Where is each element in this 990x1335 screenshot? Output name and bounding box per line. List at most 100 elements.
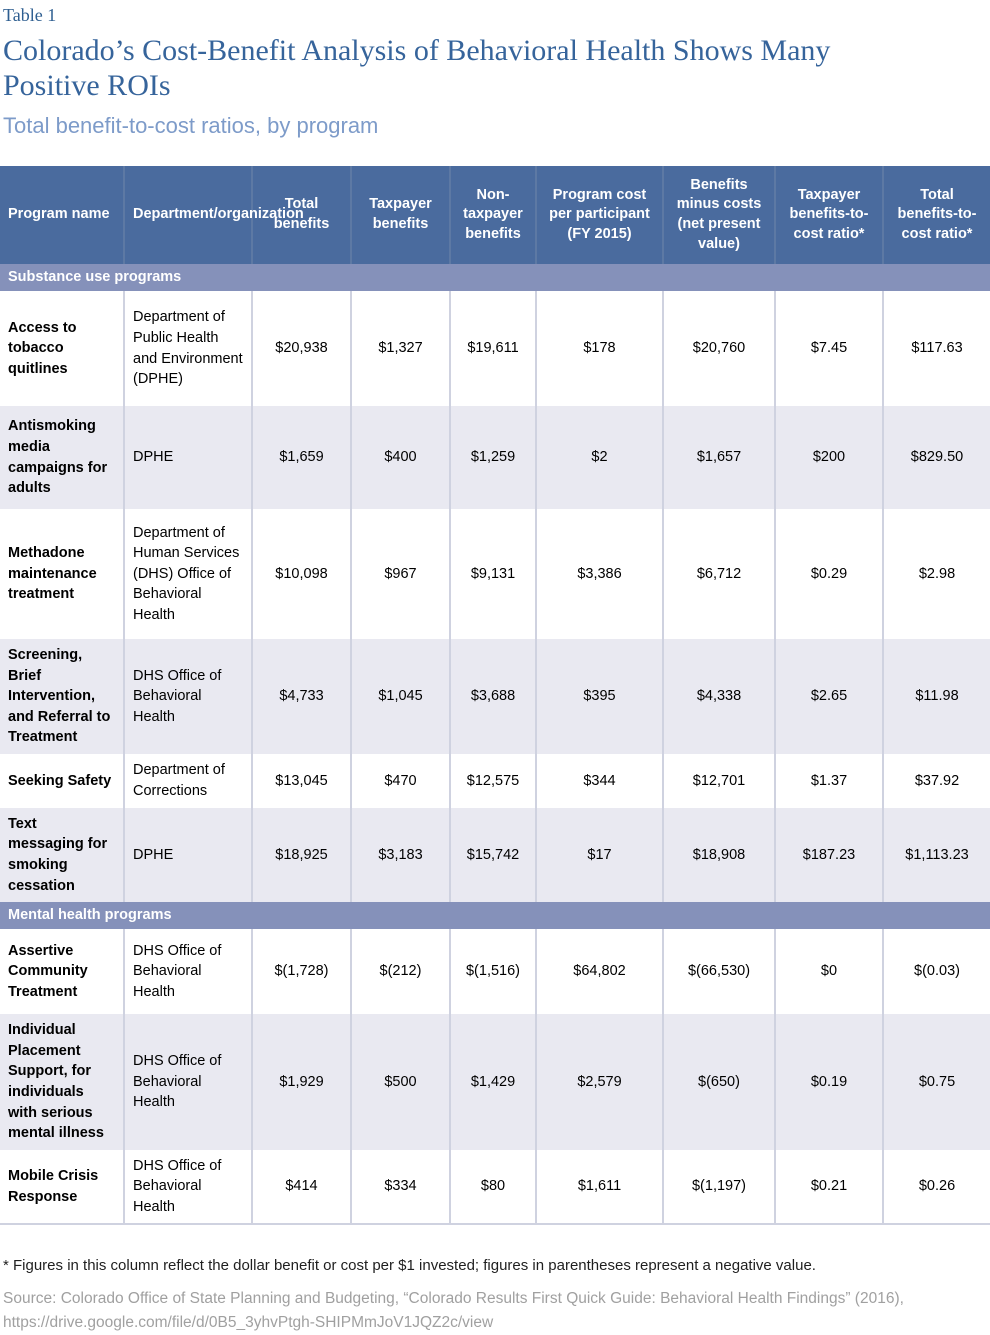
col-header-benefits-minus-costs: Benefits minus costs (net present value) <box>663 166 776 264</box>
value-cell: $3,386 <box>536 509 664 639</box>
value-cell: $2.65 <box>775 639 884 754</box>
col-header-program-name: Program name <box>0 166 125 264</box>
value-cell: $500 <box>351 1014 451 1150</box>
header-block: Table 1 Colorado’s Cost-Benefit Analysis… <box>0 0 990 139</box>
value-cell: $178 <box>536 291 664 406</box>
table-row: Screening, Brief Intervention, and Refer… <box>0 639 990 754</box>
value-cell: $17 <box>536 807 664 903</box>
value-cell: $(1,728) <box>252 929 352 1015</box>
table-row: Text messaging for smoking cessation DPH… <box>0 807 990 903</box>
col-header-taxpayer-benefits: Taxpayer benefits <box>351 166 451 264</box>
value-cell: $7.45 <box>775 291 884 406</box>
section-label: Mental health programs <box>0 902 990 930</box>
value-cell: $64,802 <box>536 929 664 1015</box>
value-cell: $1,929 <box>252 1014 352 1150</box>
table-eyebrow: Table 1 <box>3 5 57 25</box>
col-header-program-cost: Program cost per participant (FY 2015) <box>536 166 664 264</box>
program-name-cell: Assertive Community Treatment <box>0 929 125 1015</box>
value-cell: $(650) <box>663 1014 776 1150</box>
program-name-cell: Individual Placement Support, for indivi… <box>0 1014 125 1150</box>
value-cell: $20,760 <box>663 291 776 406</box>
col-header-taxpayer-ratio: Taxpayer benefits-to-cost ratio* <box>775 166 884 264</box>
department-cell: DHS Office of Behavioral Health <box>124 1014 253 1150</box>
value-cell: $187.23 <box>775 807 884 903</box>
value-cell: $470 <box>351 753 451 808</box>
value-cell: $414 <box>252 1149 352 1225</box>
program-name-cell: Seeking Safety <box>0 753 125 808</box>
value-cell: $15,742 <box>450 807 537 903</box>
section-label: Substance use programs <box>0 264 990 291</box>
value-cell: $9,131 <box>450 509 537 639</box>
table-row: Access to tobacco quitlines Department o… <box>0 291 990 406</box>
value-cell: $967 <box>351 509 451 639</box>
source-note: Source: Colorado Office of State Plannin… <box>3 1287 990 1335</box>
value-cell: $1,327 <box>351 291 451 406</box>
section-header-substance-use: Substance use programs <box>0 264 990 291</box>
department-cell: DHS Office of Behavioral Health <box>124 639 253 754</box>
program-name-cell: Antismoking media campaigns for adults <box>0 406 125 509</box>
value-cell: $0.19 <box>775 1014 884 1150</box>
value-cell: $12,575 <box>450 753 537 808</box>
value-cell: $18,908 <box>663 807 776 903</box>
value-cell: $1.37 <box>775 753 884 808</box>
program-name-cell: Mobile Crisis Response <box>0 1149 125 1225</box>
program-name-cell: Methadone maintenance treatment <box>0 509 125 639</box>
value-cell: $334 <box>351 1149 451 1225</box>
value-cell: $1,113.23 <box>883 807 990 903</box>
department-cell: DHS Office of Behavioral Health <box>124 929 253 1015</box>
value-cell: $1,045 <box>351 639 451 754</box>
value-cell: $0.75 <box>883 1014 990 1150</box>
value-cell: $6,712 <box>663 509 776 639</box>
department-cell: DPHE <box>124 807 253 903</box>
col-header-total-ratio: Total benefits-to-cost ratio* <box>883 166 990 264</box>
value-cell: $0.21 <box>775 1149 884 1225</box>
value-cell: $829.50 <box>883 406 990 509</box>
col-header-department: Department/organization <box>124 166 304 264</box>
value-cell: $2.98 <box>883 509 990 639</box>
col-header-nontaxpayer-benefits: Non-taxpayer benefits <box>450 166 537 264</box>
value-cell: $2 <box>536 406 664 509</box>
value-cell: $1,611 <box>536 1149 664 1225</box>
program-name-cell: Access to tobacco quitlines <box>0 291 125 406</box>
department-cell: Department of Corrections <box>124 753 253 808</box>
value-cell: $12,701 <box>663 753 776 808</box>
value-cell: $19,611 <box>450 291 537 406</box>
value-cell: $1,259 <box>450 406 537 509</box>
value-cell: $1,429 <box>450 1014 537 1150</box>
value-cell: $344 <box>536 753 664 808</box>
value-cell: $4,733 <box>252 639 352 754</box>
value-cell: $10,098 <box>252 509 352 639</box>
table-row: Antismoking media campaigns for adults D… <box>0 406 990 509</box>
value-cell: $80 <box>450 1149 537 1225</box>
value-cell: $(1,516) <box>450 929 537 1015</box>
value-cell: $117.63 <box>883 291 990 406</box>
page-title: Colorado’s Cost-Benefit Analysis of Beha… <box>3 34 831 102</box>
value-cell: $0.26 <box>883 1149 990 1225</box>
value-cell: $(1,197) <box>663 1149 776 1225</box>
department-cell: Department of Public Health and Environm… <box>124 291 253 406</box>
program-name-cell: Text messaging for smoking cessation <box>0 807 125 903</box>
value-cell: $18,925 <box>252 807 352 903</box>
department-cell: DPHE <box>124 406 253 509</box>
value-cell: $13,045 <box>252 753 352 808</box>
table-row: Seeking Safety Department of Corrections… <box>0 753 990 808</box>
value-cell: $4,338 <box>663 639 776 754</box>
table-row: Assertive Community Treatment DHS Office… <box>0 929 990 1015</box>
value-cell: $3,688 <box>450 639 537 754</box>
value-cell: $1,657 <box>663 406 776 509</box>
value-cell: $(0.03) <box>883 929 990 1015</box>
table-row: Individual Placement Support, for indivi… <box>0 1014 990 1150</box>
department-cell: DHS Office of Behavioral Health <box>124 1149 253 1225</box>
table-row: Mobile Crisis Response DHS Office of Beh… <box>0 1149 990 1225</box>
value-cell: $1,659 <box>252 406 352 509</box>
value-cell: $(212) <box>351 929 451 1015</box>
value-cell: $3,183 <box>351 807 451 903</box>
value-cell: $0.29 <box>775 509 884 639</box>
value-cell: $11.98 <box>883 639 990 754</box>
header-row: Program name Department/organization Tot… <box>0 166 990 264</box>
col-header-total-benefits: Total benefits <box>252 166 352 264</box>
source-text: Source: Colorado Office of State Plannin… <box>3 1290 904 1308</box>
value-cell: $37.92 <box>883 753 990 808</box>
value-cell: $20,938 <box>252 291 352 406</box>
